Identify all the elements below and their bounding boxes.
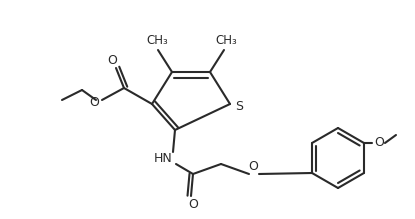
Text: O: O [374,136,384,150]
Text: O: O [107,53,117,67]
Text: CH₃: CH₃ [146,35,168,48]
Text: O: O [188,198,198,212]
Text: O: O [89,97,99,110]
Text: HN: HN [154,152,172,166]
Text: O: O [248,161,258,173]
Text: S: S [235,99,243,113]
Text: CH₃: CH₃ [215,35,237,48]
